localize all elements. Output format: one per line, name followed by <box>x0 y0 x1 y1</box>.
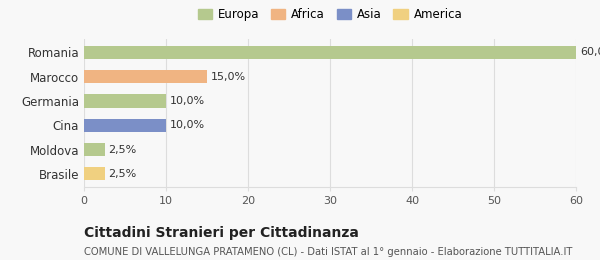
Text: 15,0%: 15,0% <box>211 72 246 82</box>
Text: 10,0%: 10,0% <box>170 96 205 106</box>
Text: 2,5%: 2,5% <box>109 145 137 154</box>
Bar <box>84 70 207 83</box>
Text: 10,0%: 10,0% <box>170 120 205 130</box>
Bar <box>84 167 104 180</box>
Text: 60,0%: 60,0% <box>580 47 600 57</box>
Bar <box>84 143 104 156</box>
Legend: Europa, Africa, Asia, America: Europa, Africa, Asia, America <box>193 3 467 26</box>
Bar <box>84 119 166 132</box>
Text: COMUNE DI VALLELUNGA PRATAMENO (CL) - Dati ISTAT al 1° gennaio - Elaborazione TU: COMUNE DI VALLELUNGA PRATAMENO (CL) - Da… <box>84 247 572 257</box>
Text: 2,5%: 2,5% <box>109 169 137 179</box>
Bar <box>84 94 166 108</box>
Text: Cittadini Stranieri per Cittadinanza: Cittadini Stranieri per Cittadinanza <box>84 226 359 240</box>
Bar <box>84 46 576 59</box>
